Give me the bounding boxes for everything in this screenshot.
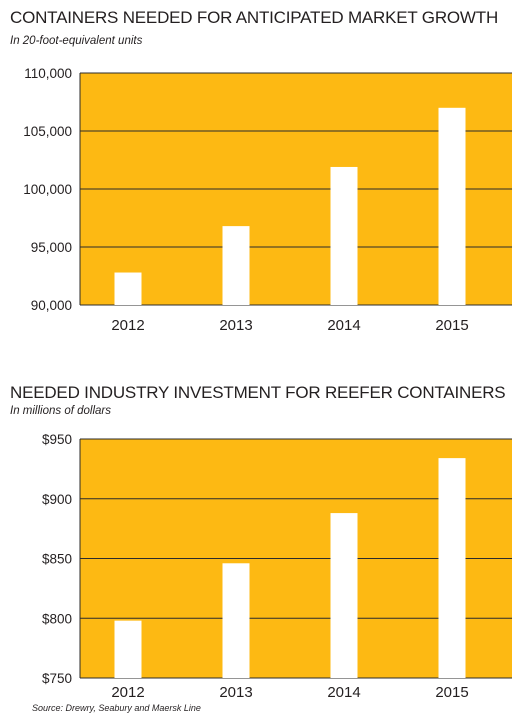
chart1-subtitle: In 20-foot-equivalent units [10,35,143,47]
chart2-plot: $750 $800 $850 $900 $950 2012 2013 2014 2015 [42,432,512,701]
chart1-category-label: 2012 [111,317,144,334]
chart2-category-label: 2012 [111,684,144,701]
chart1-ytick-label: 100,000 [23,182,72,197]
chart2-ytick-label: $750 [42,671,72,686]
chart2-ytick-label: $800 [42,611,72,626]
chart1-category-label: 2014 [327,317,360,334]
chart2-category-label: 2015 [435,684,468,701]
chart1-bar-2012 [114,272,142,305]
chart1-ytick-label: 95,000 [31,240,72,255]
chart1-plot: 90,000 95,000 100,000 105,000 110,000 2012 201… [23,66,512,334]
chart2-bar-2012 [114,620,142,678]
chart2-bar-2015 [438,458,466,678]
chart1-bar-2013 [222,226,250,305]
chart1-ytick-label: 90,000 [31,298,72,313]
chart2-category-label: 2014 [327,684,360,701]
chart1-ytick-label: 105,000 [23,124,72,139]
chart2-subtitle: In millions of dollars [10,405,111,417]
chart2-bar-2013 [222,563,250,678]
chart1-bar-2014 [330,166,358,305]
chart1-bar-2015 [438,107,466,305]
chart2-bar-2014 [330,513,358,678]
chart1-ytick-label: 110,000 [24,66,72,81]
chart2-ytick-label: $900 [42,492,72,507]
source-note: Source: Drewry, Seabury and Maersk Line [32,703,201,713]
chart2-ytick-label: $850 [42,552,72,567]
chart2-category-label: 2013 [219,684,252,701]
chart1-category-label: 2015 [435,317,468,334]
chart2-title: NEEDED INDUSTRY INVESTMENT FOR REEFER CO… [10,383,506,402]
chart2-ytick-label: $950 [42,432,72,447]
chart1-title: CONTAINERS NEEDED FOR ANTICIPATED MARKET… [10,8,499,27]
chart1-category-label: 2013 [219,317,252,334]
